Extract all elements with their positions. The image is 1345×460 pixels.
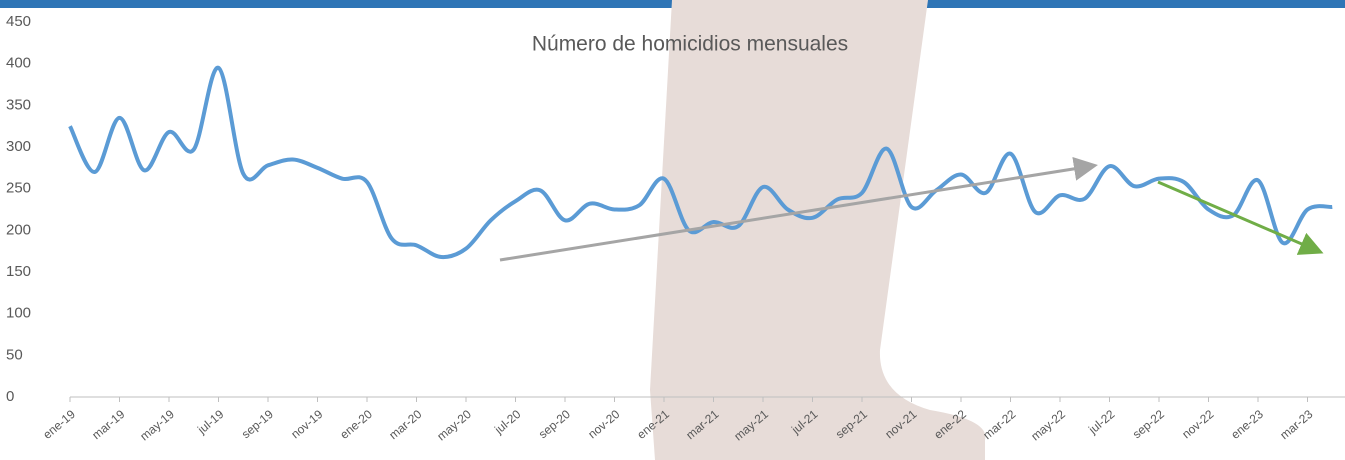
y-tick-label: 250 [6,180,31,197]
x-tick-label: sep-22 [1130,407,1167,442]
y-tick-label: 150 [6,263,31,280]
chart-title: Número de homicidios mensuales [532,33,848,56]
y-tick-label: 50 [6,346,23,363]
y-tick-label: 450 [6,13,31,30]
x-tick-label: jul-22 [1085,407,1117,437]
x-tick-label: may-22 [1028,407,1068,444]
x-tick-label: may-19 [137,407,177,444]
y-tick-label: 200 [6,221,31,238]
x-tick-label: nov-20 [585,407,622,442]
x-tick-label: mar-20 [386,407,424,442]
y-tick-label: 400 [6,55,31,72]
y-tick-label: 300 [6,138,31,155]
x-tick-label: ene-23 [1228,407,1266,442]
chart: Número de homicidios mensuales 0 50 100 150… [0,0,1345,460]
y-tick-label: 0 [6,388,14,405]
x-tick-label: mar-19 [89,407,127,442]
x-tick-label: sep-19 [239,407,276,442]
y-tick-label: 350 [6,96,31,113]
x-tick-label: jul-20 [491,407,523,437]
x-tick-label: ene-20 [337,407,375,442]
trend-arrow [1158,182,1318,251]
x-tick-label: mar-22 [980,407,1018,442]
x-tick-label: may-20 [434,407,474,444]
y-tick-label: 100 [6,305,31,322]
x-tick-label: nov-22 [1179,407,1216,442]
x-tick-label: ene-19 [40,407,78,442]
x-tick-label: jul-19 [194,407,226,437]
x-tick-label: mar-23 [1277,407,1315,442]
x-tick-label: nov-19 [288,407,325,442]
x-tick-label: sep-20 [536,407,573,442]
